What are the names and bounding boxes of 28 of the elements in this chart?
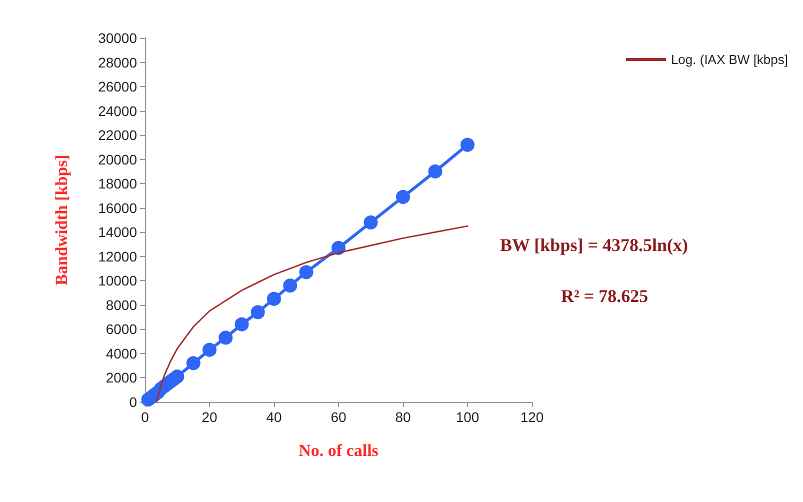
y-tick-label: 30000 <box>98 30 138 46</box>
y-tick-label: 0 <box>129 394 138 410</box>
y-tick-label: 18000 <box>98 176 138 192</box>
y-tick-label: 12000 <box>98 248 138 264</box>
legend-label: Log. (IAX BW [kbps] <box>670 52 788 67</box>
annotation: BW [kbps] = 4378.5ln(x) <box>500 235 688 255</box>
x-tick-label: 120 <box>520 409 544 425</box>
text: R² = 78.625 <box>561 286 648 306</box>
y-tick-label: 2000 <box>106 370 138 386</box>
x-tick-label: 0 <box>141 409 150 425</box>
y-tick-label: 10000 <box>98 272 138 289</box>
x-tick-label: 100 <box>456 409 480 425</box>
y-tick-label: 24000 <box>98 102 138 119</box>
y-tick-label: 22000 <box>98 127 138 144</box>
x-tick-label: 40 <box>266 409 282 425</box>
y-tick-label: 26000 <box>98 78 138 95</box>
x-tick-label: 80 <box>395 409 411 425</box>
y-axis-title: Bandwidth [kbps] <box>52 154 71 286</box>
y-tick-label: 8000 <box>106 296 138 313</box>
x-tick-label: 60 <box>330 409 346 425</box>
x-axis-title: No. of calls <box>298 441 379 460</box>
y-tick-label: 28000 <box>98 54 138 70</box>
x-tick-label: 20 <box>202 409 218 425</box>
y-tick-label: 4000 <box>106 345 138 362</box>
y-tick-label: 20000 <box>98 151 138 168</box>
y-tick-label: 14000 <box>98 224 138 240</box>
y-tick-label: 16000 <box>98 200 138 216</box>
y-tick-label: 6000 <box>106 321 138 338</box>
